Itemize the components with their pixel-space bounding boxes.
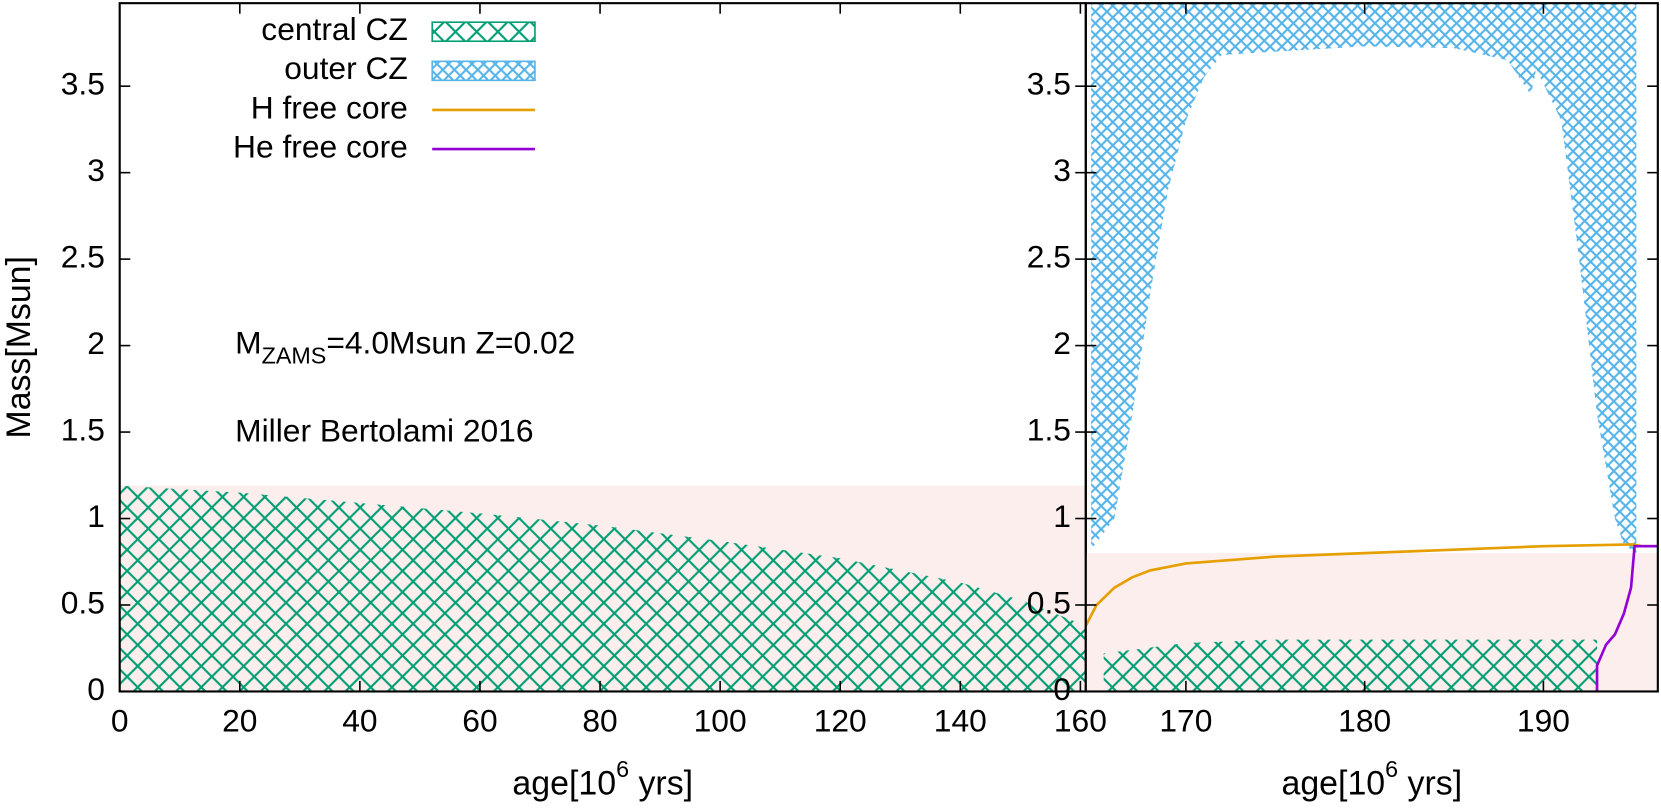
core-line xyxy=(1595,544,1658,692)
annotation: MZAMS=4.0Msun Z=0.02 xyxy=(235,325,575,368)
y-tick-label: 3 xyxy=(87,152,105,188)
y-tick-label: 1.5 xyxy=(1027,411,1071,447)
y-tick-label: 0.5 xyxy=(1027,584,1071,620)
x-axis-label-part: age[10 xyxy=(1281,765,1385,803)
x-tick-label: 160 xyxy=(1054,703,1107,739)
x-tick-label: 0 xyxy=(111,703,129,739)
x-tick-label: 60 xyxy=(462,703,497,739)
x-tick-label: 20 xyxy=(222,703,257,739)
y-tick-label: 1 xyxy=(87,498,105,534)
y-tick-label: 2 xyxy=(87,325,105,361)
legend-label: outer CZ xyxy=(284,50,408,86)
y-tick-label: 3.5 xyxy=(61,66,105,102)
annotation: Miller Bertolami 2016 xyxy=(235,413,533,449)
y-tick-label: 0 xyxy=(87,671,105,707)
legend-label: H free core xyxy=(251,89,408,125)
legend-label: He free core xyxy=(233,128,408,164)
x-axis-label-part: age[10 xyxy=(512,765,616,803)
x-axis-label-part: yrs] xyxy=(1398,765,1462,803)
x-tick-label: 180 xyxy=(1338,703,1391,739)
y-tick-label: 1 xyxy=(1053,498,1071,534)
y-tick-label: 3 xyxy=(1053,152,1071,188)
x-tick-label: 170 xyxy=(1159,703,1212,739)
y-tick-label: 0 xyxy=(1053,671,1071,707)
x-tick-label: 190 xyxy=(1517,703,1570,739)
x-tick-label: 40 xyxy=(342,703,377,739)
x-axis-label-sup: 6 xyxy=(1385,756,1398,782)
y-tick-label: 2.5 xyxy=(61,239,105,275)
y-tick-label: 2 xyxy=(1053,325,1071,361)
legend-swatch xyxy=(431,60,536,82)
convective-zone xyxy=(1103,639,1598,692)
annotation-sub: ZAMS xyxy=(262,343,327,369)
annotation-part: Miller Bertolami 2016 xyxy=(235,413,533,449)
x-tick-label: 140 xyxy=(934,703,987,739)
core-line xyxy=(1084,543,1658,627)
x-axis-label: age[106 yrs] xyxy=(1281,756,1462,803)
annotation-part: =4.0Msun Z=0.02 xyxy=(326,325,575,361)
x-tick-label: 100 xyxy=(694,703,747,739)
convective-zone xyxy=(119,485,1086,692)
y-tick-label: 2.5 xyxy=(1027,239,1071,275)
legend-label: central CZ xyxy=(261,11,408,47)
y-tick-label: 1.5 xyxy=(61,411,105,447)
annotation-part: M xyxy=(235,325,261,361)
convective-zone xyxy=(1091,3,1637,554)
x-axis-label-sup: 6 xyxy=(616,756,629,782)
x-tick-label: 120 xyxy=(814,703,867,739)
x-axis-label: age[106 yrs] xyxy=(512,756,693,803)
x-axis-label-part: yrs] xyxy=(629,765,693,803)
y-axis-label: Mass[Msun] xyxy=(0,256,38,438)
legend-swatch xyxy=(431,21,536,43)
y-tick-label: 0.5 xyxy=(61,584,105,620)
plot-frame xyxy=(1084,2,1659,693)
y-tick-label: 3.5 xyxy=(1027,66,1071,102)
x-tick-label: 80 xyxy=(582,703,617,739)
